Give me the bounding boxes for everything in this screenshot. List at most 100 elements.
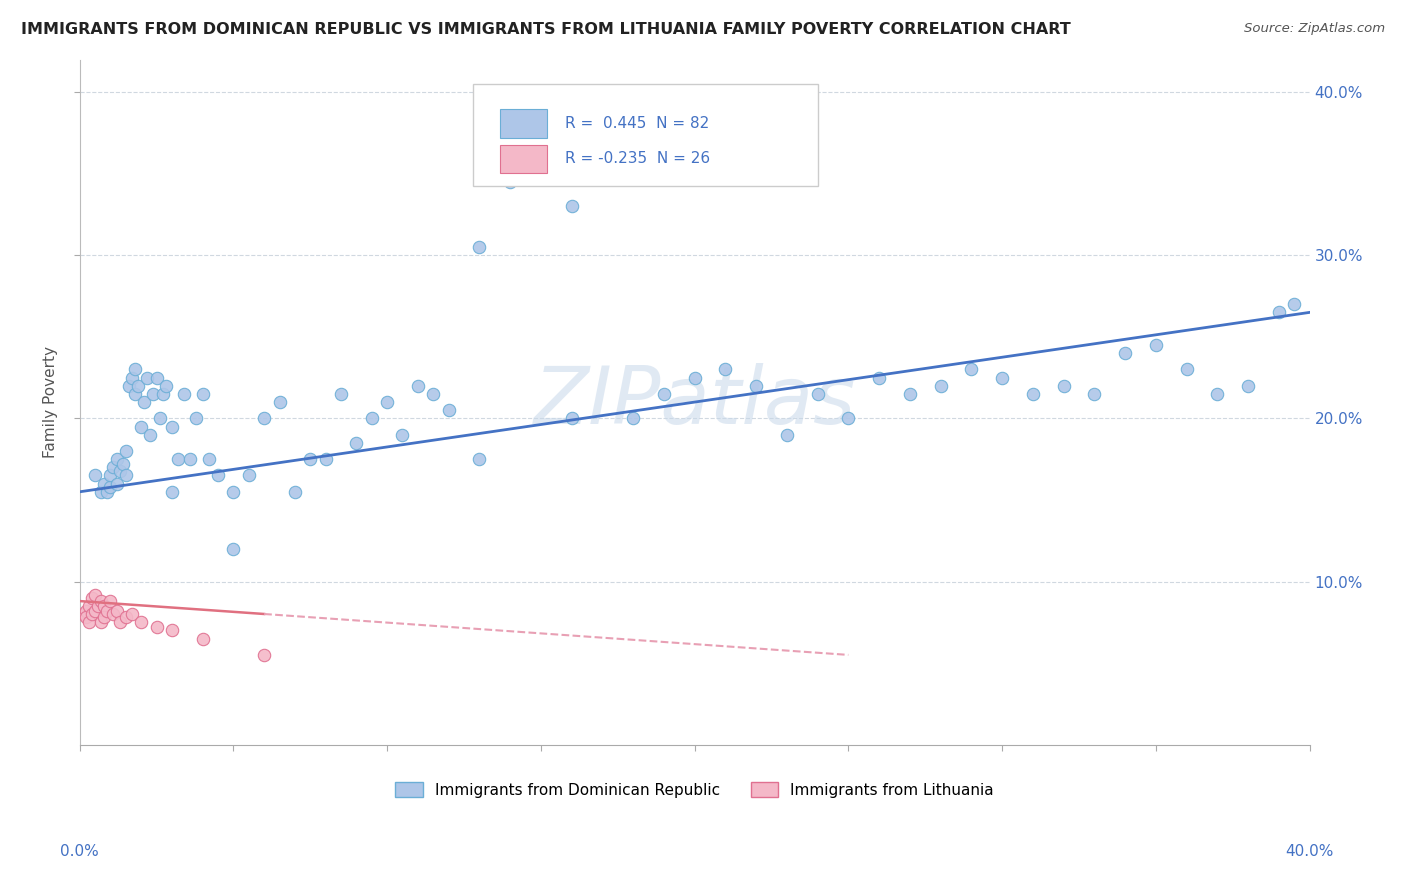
Point [114,610,136,624]
Point [652,387,675,401]
Point [806,387,828,401]
Point [121,370,143,384]
Point [186,411,208,425]
Point [1083,387,1105,401]
Point [72,607,94,621]
Point [145,620,167,634]
Point [621,411,644,425]
Bar [501,109,547,137]
Point [406,378,429,392]
Point [499,175,522,189]
Point [222,541,245,556]
Point [96,484,118,499]
Point [105,476,128,491]
Point [468,452,491,467]
Point [87,599,110,613]
Point [561,411,583,425]
Point [1052,378,1074,392]
Point [207,468,229,483]
Point [142,387,165,401]
Point [152,387,174,401]
Point [124,387,146,401]
Point [84,604,107,618]
Point [90,484,112,499]
Point [167,452,190,467]
Point [991,370,1014,384]
Point [155,378,177,392]
Point [111,457,134,471]
Point [108,464,131,478]
Point [114,444,136,458]
Point [468,240,491,254]
Text: IMMIGRANTS FROM DOMINICAN REPUBLIC VS IMMIGRANTS FROM LITHUANIA FAMILY POVERTY C: IMMIGRANTS FROM DOMINICAN REPUBLIC VS IM… [21,22,1071,37]
Point [105,604,128,618]
Point [437,403,460,417]
Point [745,378,768,392]
Point [330,387,353,401]
Point [108,615,131,630]
Point [1206,387,1229,401]
Point [1237,378,1260,392]
Point [105,452,128,467]
Point [960,362,983,376]
Point [173,387,195,401]
Point [129,419,152,434]
Point [136,370,159,384]
Point [898,387,921,401]
Point [160,624,183,638]
Bar [501,145,547,173]
Text: 0.0%: 0.0% [60,845,98,859]
Point [139,427,162,442]
Point [80,607,103,621]
Point [90,594,112,608]
Point [100,480,122,494]
Point [299,452,322,467]
Point [145,370,167,384]
Point [121,607,143,621]
Y-axis label: Family Poverty: Family Poverty [44,346,58,458]
Point [561,199,583,213]
Point [103,460,125,475]
Text: R =  0.445  N = 82: R = 0.445 N = 82 [565,116,710,131]
FancyBboxPatch shape [474,84,817,186]
Point [591,159,613,173]
Point [160,419,183,434]
Text: Source: ZipAtlas.com: Source: ZipAtlas.com [1244,22,1385,36]
Point [1175,362,1198,376]
Point [191,632,214,646]
Point [1114,346,1136,360]
Point [929,378,952,392]
Point [84,468,107,483]
Point [269,395,291,409]
Point [134,395,156,409]
Point [1022,387,1045,401]
Point [129,615,152,630]
Point [100,468,122,483]
Point [93,610,115,624]
Point [77,615,100,630]
Point [868,370,890,384]
Point [90,615,112,630]
Point [284,484,307,499]
Point [315,452,337,467]
Point [1282,297,1305,311]
Point [683,370,706,384]
Point [77,599,100,613]
Point [360,411,382,425]
Point [714,362,737,376]
Point [197,452,219,467]
Text: 40.0%: 40.0% [1285,845,1334,859]
Point [75,604,97,618]
Legend: Immigrants from Dominican Republic, Immigrants from Lithuania: Immigrants from Dominican Republic, Immi… [388,774,1001,805]
Text: ZIPatlas: ZIPatlas [533,363,856,442]
Point [80,591,103,605]
Point [191,387,214,401]
Point [103,607,125,621]
Point [118,378,141,392]
Point [100,594,122,608]
Point [114,468,136,483]
Text: R = -0.235  N = 26: R = -0.235 N = 26 [565,152,710,167]
Point [391,427,413,442]
Point [93,599,115,613]
Point [96,604,118,618]
